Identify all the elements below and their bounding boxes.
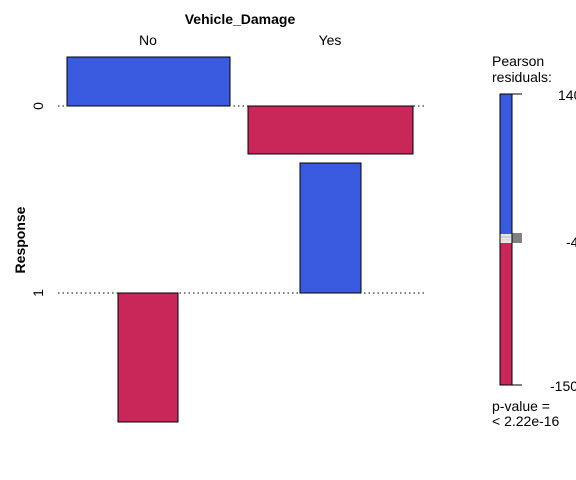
legend-min-label: -150 <box>550 378 576 394</box>
y-axis-label: Response <box>12 206 28 273</box>
p-value-line2: < 2.22e-16 <box>492 413 560 429</box>
legend-mid-label: -4 <box>566 234 576 250</box>
y-category-label-1: 1 <box>30 289 46 297</box>
residual-bar-no-0 <box>66 56 231 107</box>
x-category-label-no: No <box>139 32 157 48</box>
legend-color-bar <box>499 93 513 386</box>
legend-positive-segment <box>500 94 512 234</box>
residual-bar-no-1 <box>117 292 179 423</box>
legend-negative-segment <box>500 243 512 385</box>
residual-bar-yes-1 <box>299 162 362 294</box>
legend-axis <box>512 93 522 386</box>
p-value-line1: p-value = <box>492 398 550 414</box>
legend-title-line2: residuals: <box>492 69 552 85</box>
chart-title: Vehicle_Damage <box>185 11 296 27</box>
legend-max-label: 140 <box>558 87 576 103</box>
y-category-label-0: 0 <box>30 102 46 110</box>
legend-title-line1: Pearson <box>492 53 544 69</box>
x-category-label-yes: Yes <box>319 32 342 48</box>
residual-bar-yes-0 <box>247 105 414 155</box>
legend-neutral-segment <box>500 234 512 243</box>
